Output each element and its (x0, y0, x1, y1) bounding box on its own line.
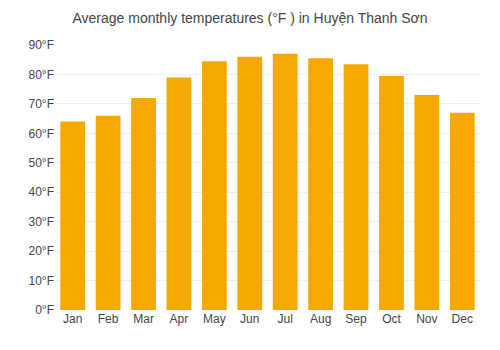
svg-text:Average monthly temperatures (: Average monthly temperatures (°F ) in Hu… (72, 10, 427, 26)
svg-text:90°F: 90°F (29, 38, 54, 52)
svg-text:40°F: 40°F (29, 185, 54, 199)
svg-text:60°F: 60°F (29, 127, 54, 141)
svg-text:Jan: Jan (63, 312, 82, 326)
svg-text:20°F: 20°F (29, 244, 54, 258)
svg-text:10°F: 10°F (29, 274, 54, 288)
svg-text:Oct: Oct (382, 312, 401, 326)
svg-text:Nov: Nov (416, 312, 437, 326)
svg-text:Apr: Apr (170, 312, 189, 326)
svg-text:Mar: Mar (133, 312, 154, 326)
svg-text:30°F: 30°F (29, 215, 54, 229)
svg-text:0°F: 0°F (35, 303, 54, 317)
svg-text:May: May (203, 312, 226, 326)
svg-text:Feb: Feb (98, 312, 119, 326)
svg-text:Jul: Jul (278, 312, 293, 326)
svg-text:Jun: Jun (240, 312, 259, 326)
svg-text:70°F: 70°F (29, 97, 54, 111)
svg-text:80°F: 80°F (29, 68, 54, 82)
svg-text:Sep: Sep (345, 312, 367, 326)
svg-text:50°F: 50°F (29, 156, 54, 170)
svg-text:Dec: Dec (452, 312, 473, 326)
svg-text:Aug: Aug (310, 312, 331, 326)
